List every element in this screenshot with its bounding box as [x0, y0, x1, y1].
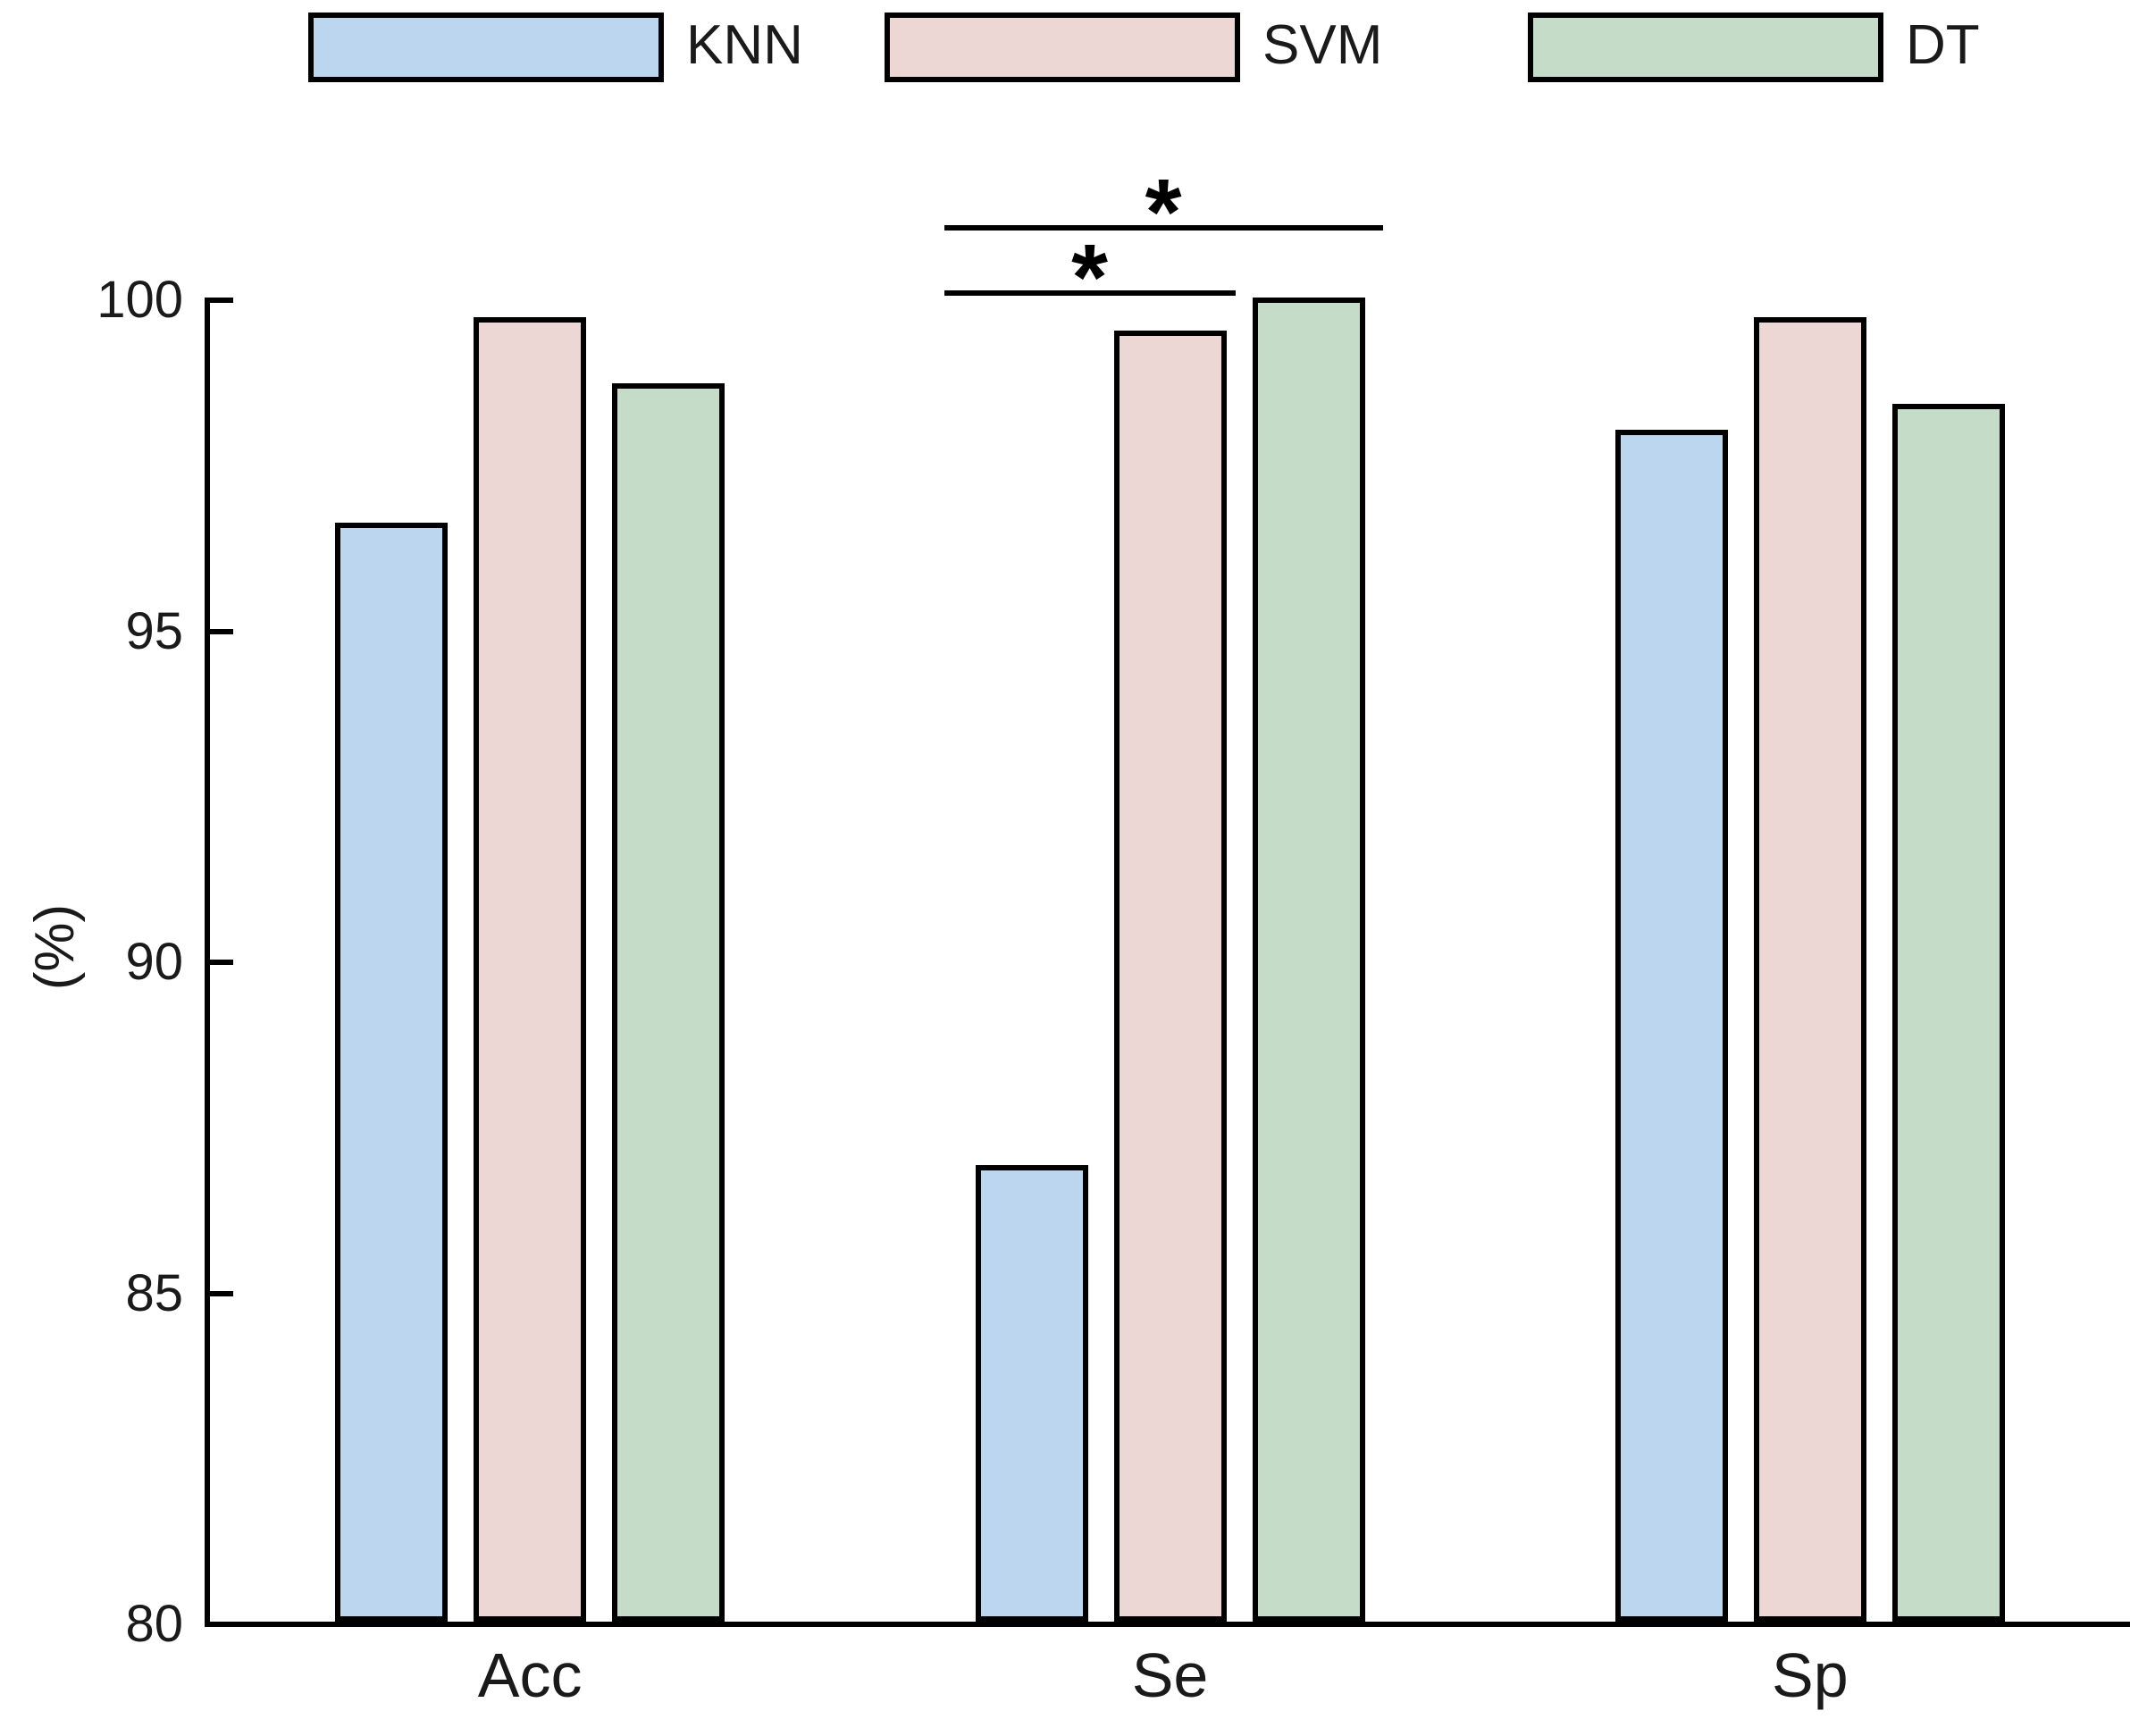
significance-line-knn-svm: [944, 290, 1236, 296]
bar-svm-acc: [474, 317, 587, 1622]
y-tick-mark: [210, 1290, 233, 1296]
y-tick-label: 95: [125, 601, 183, 660]
bar-dt-sp: [1891, 403, 2005, 1622]
legend-label-dt: DT: [1906, 14, 1980, 76]
y-tick-label: 80: [125, 1595, 183, 1653]
significance-star-knn-dt: *: [1145, 160, 1182, 264]
y-tick-mark: [210, 298, 233, 303]
significance-star-knn-svm: *: [1071, 225, 1108, 330]
y-tick-mark: [210, 960, 233, 965]
y-tick-mark: [210, 1622, 233, 1627]
y-tick-label: 90: [125, 933, 183, 991]
bar-knn-se: [975, 1164, 1088, 1622]
x-tick-label: Acc: [477, 1640, 583, 1710]
bar-knn-sp: [1614, 430, 1728, 1622]
y-tick-label: 100: [96, 271, 183, 329]
legend-swatch-dt: [1528, 13, 1883, 82]
y-axis-label: (%): [24, 903, 86, 991]
x-tick-label: Se: [1131, 1640, 1209, 1710]
bar-svm-se: [1113, 331, 1227, 1622]
x-tick-label: Sp: [1772, 1640, 1849, 1710]
x-axis-line: [205, 1622, 2130, 1627]
bar-dt-se: [1252, 298, 1365, 1622]
legend-swatch-svm: [885, 13, 1240, 82]
bar-svm-sp: [1753, 317, 1866, 1622]
y-tick-label: 85: [125, 1263, 183, 1322]
legend-swatch-knn: [308, 13, 664, 82]
y-axis-spine: [205, 298, 210, 1627]
legend-label-svm: SVM: [1262, 14, 1383, 76]
y-tick-mark: [210, 628, 233, 634]
legend-label-knn: KNN: [686, 14, 803, 76]
bar-knn-acc: [335, 522, 449, 1622]
significance-line-knn-dt: [944, 225, 1383, 231]
bar-dt-acc: [612, 383, 725, 1622]
